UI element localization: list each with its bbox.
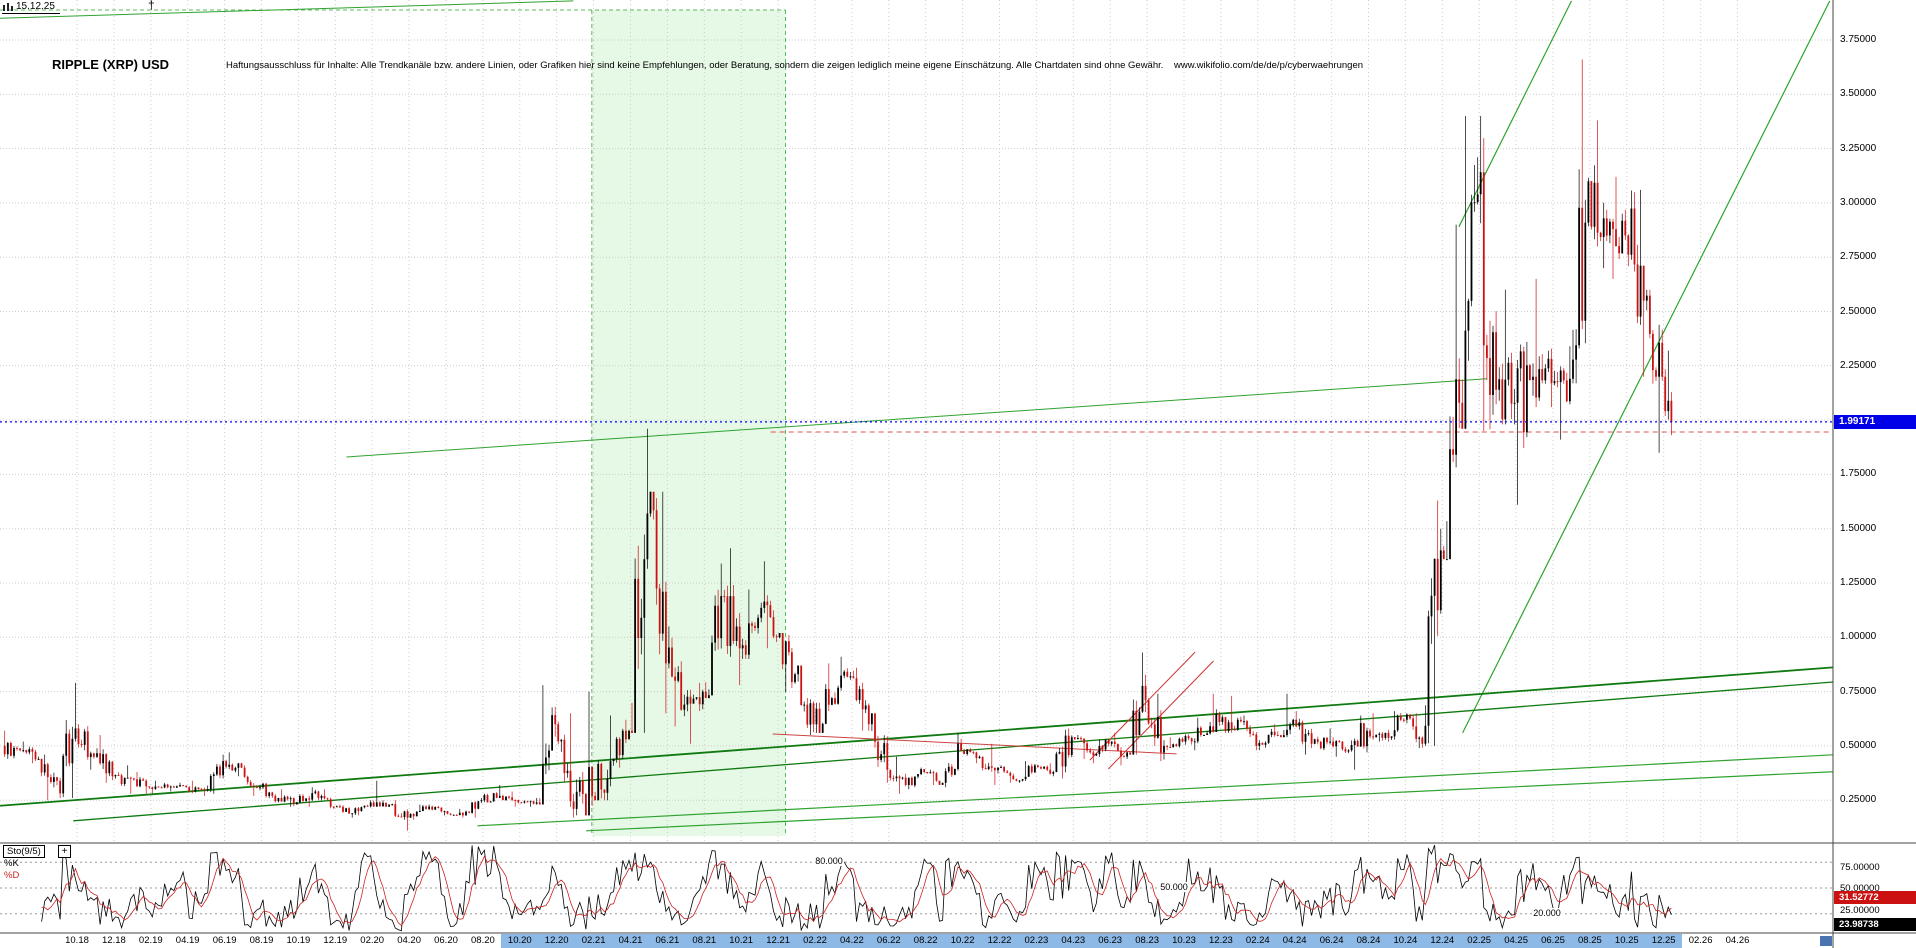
date-tick-label: 12.22 [987,935,1012,946]
date-tick-label: 12.24 [1430,935,1455,946]
date-tick-label: 06.25 [1541,935,1565,946]
date-tick-label: 04.20 [397,935,421,946]
date-tick-label: 04.26 [1725,935,1750,946]
date-tick-label: 06.23 [1098,935,1123,946]
date-tick-label: 10.18 [65,935,89,946]
price-tick-label: 3.50000 [1840,88,1877,100]
current-price-badge: 1.99171 [1834,415,1916,429]
date-tick-label: 08.20 [471,935,495,946]
indicator-axis[interactable]: 75.00000 50.00000 25.00000 [1834,843,1916,933]
date-tick-label: 12.21 [766,935,790,946]
disclaimer-body: Haftungsausschluss für Inhalte: Alle Tre… [226,60,1164,71]
date-tick-label: 02.21 [581,935,606,946]
stochastic-d-label: %D [4,870,20,881]
indicator-tick-label: 50.00000 [1840,883,1880,894]
indicator-tick-label: 75.00000 [1840,861,1880,873]
price-tick-label: 3.25000 [1840,142,1877,154]
price-tick-label: 1.50000 [1840,522,1877,534]
date-tick-label: 08.21 [692,935,717,946]
indicator-name-chip[interactable]: Sto(9/5) [3,845,45,858]
price-tick-label: 1.75000 [1840,468,1877,480]
date-tick-label: 08.25 [1578,935,1602,946]
date-tick-label: 02.19 [138,935,163,946]
price-tick-label: 2.25000 [1840,359,1877,371]
date-tick-label: 10.21 [729,935,754,946]
date-tick-label: 06.19 [212,935,237,946]
date-tick-label: 12.25 [1651,935,1676,946]
date-tick-label: 02.24 [1245,935,1270,946]
date-tick-label: 02.22 [803,935,827,946]
price-tick-label: 0.50000 [1840,739,1877,751]
date-tick-label: 04.19 [175,935,200,946]
price-tick-label: 2.75000 [1840,251,1877,263]
price-tick-label: 0.25000 [1840,794,1877,806]
date-tick-label: 12.23 [1209,935,1233,946]
date-tick-label: 08.23 [1135,935,1159,946]
date-tick-label: 12.18 [102,935,126,946]
indicator-tick-label: 25.00000 [1840,904,1880,916]
price-tick-label: 0.75000 [1840,685,1877,697]
date-tick-label: 06.22 [876,935,901,946]
current-date-chip: 15.12.25 [2,1,60,14]
date-tick-label: 10.20 [507,935,532,946]
stochastic-k-label: %K [4,858,19,869]
price-axis[interactable]: 3.75000 3.50000 3.25000 3.00000 2.75000 2.500… [1834,0,1916,843]
date-tick-label: 08.19 [249,935,274,946]
date-tick-label: 04.24 [1282,935,1307,946]
price-tick-label: 1.00000 [1840,631,1877,643]
source-url: www.wikifolio.com/de/de/p/cyberwaehrunge… [1173,60,1364,71]
indicator-level-label-20: 20.000 [1532,908,1562,918]
price-tick-label: 2.50000 [1840,305,1877,317]
disclaimer-text: Haftungsausschluss für Inhalte: Alle Tre… [226,60,1363,71]
date-tick-label: 06.24 [1319,935,1344,946]
date-tick-label: 04.23 [1061,935,1086,946]
date-tick-label: 06.20 [434,935,458,946]
date-tick-label: 04.21 [618,935,643,946]
current-date-label: 15.12.25 [16,1,55,12]
date-tick-label: 02.26 [1688,935,1713,946]
date-tick-label: 12.20 [544,935,569,946]
add-indicator-button[interactable]: + [58,845,71,858]
date-tick-label: 02.20 [360,935,385,946]
date-tick-label: 10.22 [950,935,975,946]
price-tick-label: 1.25000 [1840,577,1877,588]
date-tick-label: 08.24 [1356,935,1381,946]
chart-title: RIPPLE (XRP) USD [52,57,170,72]
date-tick-label: 06.21 [655,935,680,946]
indicator-level-label-50: 50.000 [1159,882,1189,892]
chart-icon [3,2,13,12]
date-tick-label: 02.25 [1467,935,1492,946]
date-tick-label: 02.23 [1024,935,1049,946]
date-tick-label: 04.25 [1504,935,1528,946]
indicator-level-label-80: 80.000 [814,856,844,866]
date-axis-selection [501,934,1682,948]
date-tick-label: 12.19 [323,935,348,946]
price-tick-label: 3.75000 [1840,34,1877,45]
date-tick-label: 10.24 [1393,935,1418,946]
date-axis[interactable]: 10.18 12.18 02.19 04.19 06.19 08.19 10.19 12.19… [0,934,1916,948]
date-tick-label: 10.23 [1172,935,1196,946]
date-tick-label: 10.25 [1614,935,1639,946]
price-tick-label: 3.00000 [1840,196,1877,208]
stochastic-d-badge: 31.52772 [1834,891,1916,904]
date-tick-label: 10.19 [286,935,311,946]
stochastic-k-badge: 23.98738 [1834,918,1916,931]
date-tick-label: 08.22 [913,935,938,946]
cross-marker-icon: † [148,0,155,12]
axis-corner-handle[interactable] [1820,936,1832,946]
date-tick-label: 04.22 [840,935,864,946]
